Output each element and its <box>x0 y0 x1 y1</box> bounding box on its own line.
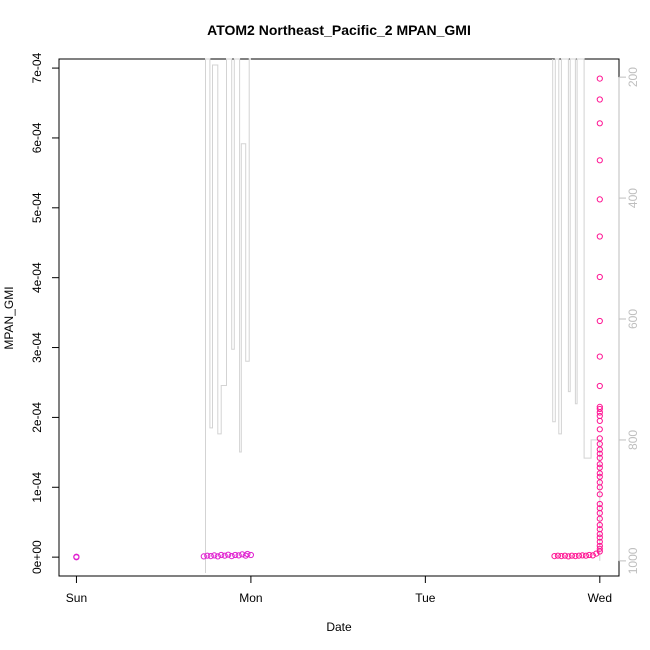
right-y-tick-label: 200 <box>626 67 640 87</box>
x-tick-label: Tue <box>415 591 436 605</box>
right-y-axis: 200 400 600 800 1000 <box>618 67 640 574</box>
right-y-tick-label: 1000 <box>626 547 640 574</box>
series-line <box>205 58 251 573</box>
data-point <box>232 551 239 559</box>
data-point <box>561 552 569 559</box>
data-point <box>596 534 603 541</box>
data-point <box>596 435 603 442</box>
data-point <box>218 551 225 559</box>
right-axis-line-layer <box>205 58 601 573</box>
data-point <box>551 553 558 560</box>
y-tick-label: 4e-04 <box>30 262 44 293</box>
data-point <box>596 426 603 433</box>
data-point <box>596 473 603 480</box>
data-point <box>565 553 572 560</box>
data-point <box>596 233 603 240</box>
plot-frame <box>58 58 620 577</box>
y-tick-label: 6e-04 <box>30 122 44 153</box>
data-point <box>596 403 603 410</box>
points-layer <box>73 75 603 561</box>
x-axis: Sun Mon Tue Wed <box>66 575 612 605</box>
data-point <box>572 553 579 560</box>
data-point <box>596 96 603 103</box>
x-tick-label: Mon <box>239 591 262 605</box>
data-point <box>596 526 603 533</box>
data-point <box>596 120 603 127</box>
y-tick-label: 2e-04 <box>30 402 44 433</box>
data-point <box>596 491 603 498</box>
data-point <box>596 353 603 360</box>
data-point <box>558 553 565 560</box>
data-point <box>596 405 603 413</box>
x-axis-label: Date <box>326 620 352 634</box>
data-point <box>596 75 603 82</box>
x-tick-label: Wed <box>588 591 612 605</box>
data-point <box>596 505 603 512</box>
data-point <box>586 551 593 559</box>
data-point <box>228 553 235 560</box>
data-point <box>596 464 603 471</box>
x-tick-label: Sun <box>66 591 87 605</box>
data-point <box>596 545 603 552</box>
y-axis: 0e+00 1e-04 2e-04 3e-04 4e-04 5e-04 6e-04 7e-04 <box>30 52 60 574</box>
data-point <box>247 551 254 559</box>
data-point <box>596 500 603 508</box>
y-tick-label: 7e-04 <box>30 52 44 83</box>
data-point <box>244 550 251 558</box>
right-y-tick-label: 400 <box>626 188 640 208</box>
y-axis-label: MPAN_GMI <box>2 286 16 349</box>
data-point <box>582 552 590 559</box>
data-point <box>596 382 603 390</box>
data-point <box>596 412 603 420</box>
right-y-tick-label: 800 <box>626 430 640 450</box>
data-point <box>589 552 596 559</box>
y-tick-label: 3e-04 <box>30 332 44 363</box>
data-point <box>73 554 80 561</box>
series-line <box>552 58 601 561</box>
y-tick-label: 5e-04 <box>30 192 44 223</box>
data-point <box>200 553 207 560</box>
data-point <box>596 196 603 203</box>
data-point <box>221 552 228 559</box>
data-point <box>596 538 603 545</box>
data-point <box>596 317 603 325</box>
data-point <box>596 157 603 164</box>
data-point <box>575 552 583 559</box>
data-point <box>596 450 603 457</box>
y-tick-label: 1e-04 <box>30 472 44 503</box>
data-point <box>211 552 218 559</box>
data-point <box>579 552 586 559</box>
data-point <box>214 553 221 560</box>
data-point <box>554 552 562 559</box>
chart-title: ATOM2 Northeast_Pacific_2 MPAN_GMI <box>207 22 471 38</box>
data-point <box>235 552 242 559</box>
y-tick-label: 0e+00 <box>30 540 44 574</box>
data-point <box>596 521 603 529</box>
data-point <box>225 551 232 558</box>
data-point <box>204 552 211 559</box>
data-point <box>596 461 603 468</box>
data-point <box>207 553 214 560</box>
data-point <box>596 273 603 281</box>
data-point <box>568 552 576 559</box>
data-point <box>596 454 603 461</box>
data-point <box>596 542 603 550</box>
right-y-tick-label: 600 <box>626 309 640 329</box>
